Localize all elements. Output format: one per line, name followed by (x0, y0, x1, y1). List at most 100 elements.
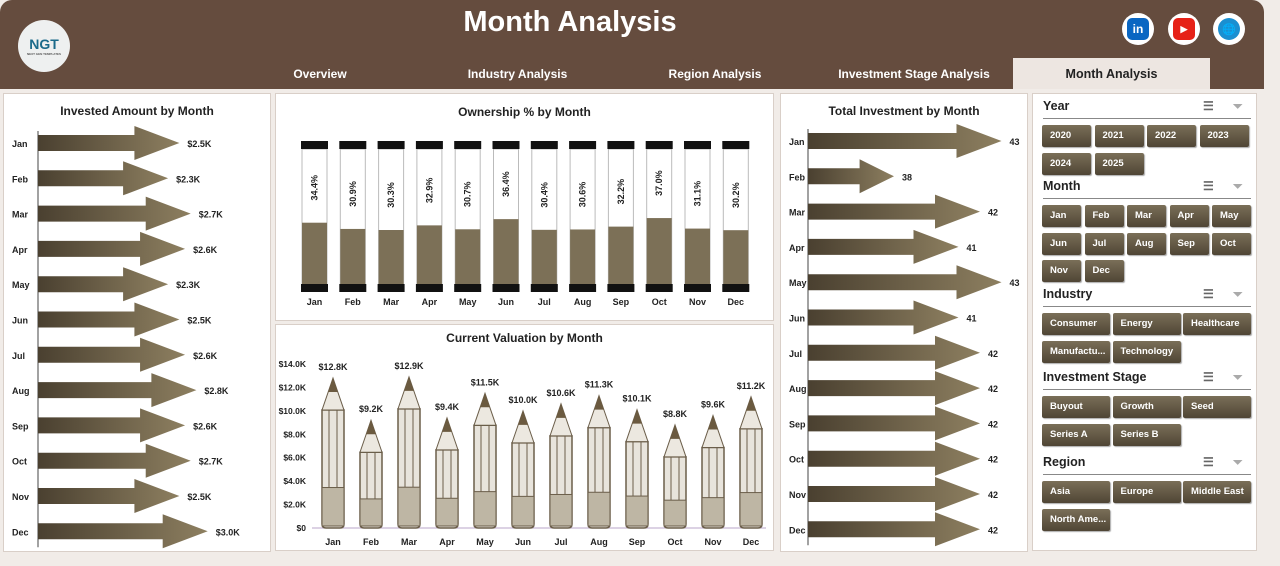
slicer-header-region: Region ☰ ⏷ (1043, 455, 1251, 475)
slicer-item-region[interactable]: North Ame... (1042, 508, 1110, 531)
slicer-item-investment-stage[interactable]: Seed (1183, 396, 1251, 418)
category-label: Jan (12, 139, 28, 149)
data-label: 31.1% (693, 181, 703, 207)
data-label: $8.8K (663, 409, 688, 419)
clear-filter-icon[interactable]: ⏷ (1233, 370, 1243, 384)
globe-icon[interactable]: 🌐 (1213, 13, 1245, 45)
data-label: $2.7K (199, 210, 224, 220)
data-label: $3.0K (216, 527, 241, 537)
clear-filter-icon[interactable]: ⏷ (1233, 99, 1243, 113)
category-label: Dec (728, 297, 745, 307)
slicer-item-month[interactable]: Apr (1169, 205, 1209, 227)
slicer-item-year[interactable]: 2025 (1094, 152, 1144, 175)
slicer-item-investment-stage[interactable]: Buyout (1042, 396, 1110, 418)
slicer-item-region[interactable]: Asia (1042, 481, 1110, 503)
bar-arrow (808, 406, 980, 441)
pencil-tip (404, 376, 414, 391)
current-valuation-chart: Current Valuation by Month $0 $2.0K $4.0K $… (275, 324, 774, 551)
slicer-item-month[interactable]: Sep (1169, 232, 1209, 255)
slicer-item-industry[interactable]: Technology (1112, 340, 1181, 363)
tab-overview[interactable]: Overview (293, 66, 347, 81)
y-tick-label: $10.0K (279, 406, 307, 416)
slicer-header-industry: Industry ☰ ⏷ (1043, 287, 1251, 307)
category-label: May (12, 280, 30, 290)
pencil-wood (701, 414, 725, 449)
category-label: Oct (652, 297, 667, 307)
bar-arrow (808, 124, 1002, 158)
y-tick-label: $4.0K (283, 476, 307, 486)
slicer-item-month[interactable]: Mar (1127, 205, 1166, 227)
slicer-item-year[interactable]: 2021 (1094, 125, 1144, 147)
bar-arrow (38, 443, 191, 478)
slicer-item-month[interactable]: May (1212, 205, 1251, 227)
tab-region-analysis[interactable]: Region Analysis (668, 66, 762, 81)
slicer-item-month[interactable]: Feb (1084, 205, 1124, 227)
ownership-chart: Ownership % by Month 34.4% Jan 30.9% Feb 30.… (275, 93, 774, 321)
tube-cap (607, 141, 635, 149)
pencil-ferrule (739, 492, 763, 527)
slicer-item-month[interactable]: Jun (1042, 232, 1081, 255)
pencil-ferrule (435, 497, 459, 527)
slicer-item-month[interactable]: Jan (1042, 205, 1081, 227)
multi-select-icon[interactable]: ☰ (1203, 287, 1214, 301)
bar-arrow (808, 194, 980, 229)
data-label: $11.2K (737, 381, 766, 391)
tab-industry-analysis[interactable]: Industry Analysis (467, 66, 568, 81)
category-label: Apr (12, 245, 28, 255)
tab-month-analysis[interactable]: Month Analysis (1013, 58, 1210, 89)
slicer-item-year[interactable]: 2024 (1042, 152, 1091, 175)
multi-select-icon[interactable]: ☰ (1203, 99, 1214, 113)
pencil-tip (480, 393, 490, 408)
clear-filter-icon[interactable]: ⏷ (1233, 179, 1243, 193)
category-label: Nov (12, 492, 29, 502)
multi-select-icon[interactable]: ☰ (1203, 179, 1214, 193)
y-tick-label: $2.0K (283, 500, 307, 510)
slicer-item-year[interactable]: 2022 (1147, 125, 1196, 147)
slicer-item-investment-stage[interactable]: Growth (1112, 396, 1181, 418)
clear-filter-icon[interactable]: ⏷ (1233, 455, 1243, 469)
category-label: May (476, 537, 494, 547)
slicer-item-investment-stage[interactable]: Series A (1042, 423, 1110, 446)
category-label: Mar (12, 210, 29, 220)
category-label: Mar (401, 537, 418, 547)
pencil-wood (321, 376, 345, 411)
multi-select-icon[interactable]: ☰ (1203, 455, 1214, 469)
tab-investment-stage-analysis[interactable]: Investment Stage Analysis (838, 66, 990, 81)
slicer-item-year[interactable]: 2020 (1042, 125, 1091, 147)
slicer-item-industry[interactable]: Consumer (1042, 313, 1110, 335)
slicer-item-region[interactable]: Middle East (1183, 481, 1251, 503)
bar-arrow (38, 408, 186, 443)
multi-select-icon[interactable]: ☰ (1203, 370, 1214, 384)
slicer-item-industry[interactable]: Energy (1112, 313, 1181, 335)
slicer-item-month[interactable]: Aug (1127, 232, 1166, 255)
clear-filter-icon[interactable]: ⏷ (1233, 287, 1243, 301)
slicer-item-month[interactable]: Oct (1212, 232, 1251, 255)
youtube-icon[interactable]: ▶ (1168, 13, 1200, 45)
bar-arrow (808, 300, 959, 335)
tube-cap (301, 141, 328, 149)
slicer-item-month[interactable]: Nov (1042, 260, 1081, 282)
data-label: $11.3K (585, 380, 614, 390)
data-label: $12.8K (318, 362, 348, 372)
slicer-item-month[interactable]: Jul (1084, 232, 1124, 255)
data-label: 30.6% (578, 182, 588, 208)
slicer-panel: Year ☰ ⏷ 2020 2021 2022 2023 2024 2025 Month ☰ ⏷ Jan… (1032, 93, 1257, 551)
category-label: Jan (789, 137, 805, 147)
slicer-item-year[interactable]: 2023 (1199, 125, 1249, 147)
slicer-item-industry[interactable]: Manufactu... (1042, 340, 1110, 363)
bar-arrow (38, 196, 191, 231)
pencil-tip (746, 396, 756, 411)
slicer-item-month[interactable]: Dec (1084, 260, 1124, 282)
pencil-ferrule (473, 491, 497, 527)
bar-arrow (38, 373, 197, 408)
bar-arrow (808, 441, 980, 476)
linkedin-icon[interactable]: in (1122, 13, 1154, 45)
tube-base (607, 284, 635, 292)
y-tick-label: $14.0K (279, 359, 307, 369)
ownership-bar (493, 219, 519, 284)
slicer-item-industry[interactable]: Healthcare (1183, 313, 1251, 335)
tube-base (339, 284, 367, 292)
slicer-item-investment-stage[interactable]: Series B (1112, 423, 1181, 446)
slicer-item-region[interactable]: Europe (1112, 481, 1181, 503)
slicer-header-investment-stage: Investment Stage ☰ ⏷ (1043, 370, 1251, 390)
